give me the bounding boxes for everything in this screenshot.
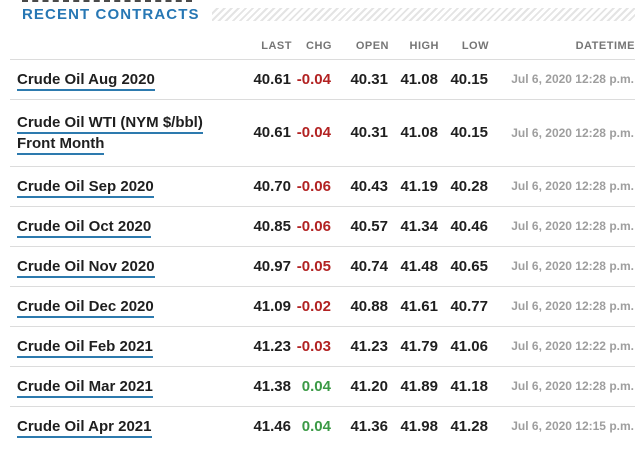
module-header: RECENT CONTRACTS <box>10 4 635 25</box>
high-value: 41.08 <box>400 70 438 88</box>
open-value: 40.31 <box>332 98 389 166</box>
chg-value: -0.03 <box>292 325 332 366</box>
last-value: 40.70 <box>240 165 292 206</box>
hatch-divider <box>211 8 635 21</box>
last-value: 41.38 <box>240 365 292 406</box>
low-value: 40.65 <box>439 245 489 286</box>
last-value: 41.09 <box>240 285 292 326</box>
open-value: 41.23 <box>332 325 389 366</box>
table-row: Crude Oil WTI (NYM $/bbl) Front Month 40… <box>10 98 635 166</box>
recent-contracts-module: RECENT CONTRACTS LAST CHG OPEN HIGH LOW … <box>10 4 635 446</box>
datetime-value: Jul 6, 2020 12:28 p.m. <box>489 285 635 326</box>
chg-value: -0.04 <box>292 98 332 166</box>
low-value: 40.28 <box>439 165 489 206</box>
high-value: 41.08 <box>389 98 439 166</box>
col-header-last: LAST <box>240 25 292 60</box>
open-value: 40.57 <box>332 205 389 246</box>
low-value: 40.15 <box>439 98 489 166</box>
chg-value: 0.04 <box>292 365 332 406</box>
datetime-value: Jul 6, 2020 12:15 p.m. <box>489 405 635 446</box>
datetime-value: Jul 6, 2020 12:28 p.m. <box>489 205 635 246</box>
col-header-chg: CHG <box>292 25 332 60</box>
chg-value: -0.02 <box>292 285 332 326</box>
contract-link[interactable]: Crude Oil Mar 2021 <box>17 377 153 398</box>
datetime-value: Jul 6, 2020 12:28 p.m. <box>511 72 634 86</box>
high-value: 41.48 <box>389 245 439 286</box>
table-row: Crude Oil Dec 2020 41.09 -0.02 40.88 41.… <box>10 285 635 326</box>
low-value: 40.15 <box>450 70 488 88</box>
last-value: 40.61 <box>240 98 292 166</box>
column-header-row: LAST CHG OPEN HIGH LOW DATETIME <box>10 25 635 60</box>
high-value: 41.89 <box>389 365 439 406</box>
table-row: Crude Oil Sep 2020 40.70 -0.06 40.43 41.… <box>10 165 635 206</box>
contract-link[interactable]: Crude Oil Apr 2021 <box>17 417 152 438</box>
col-header-open: OPEN <box>332 25 389 60</box>
low-value: 40.46 <box>439 205 489 246</box>
low-value: 40.77 <box>439 285 489 326</box>
open-value: 40.31 <box>350 70 388 88</box>
table-row: Crude Oil Feb 2021 41.23 -0.03 41.23 41.… <box>10 325 635 366</box>
contract-link[interactable]: Crude Oil Aug 2020 <box>17 70 155 91</box>
low-value: 41.18 <box>439 365 489 406</box>
contract-link[interactable]: Crude Oil Sep 2020 <box>17 177 154 198</box>
datetime-value: Jul 6, 2020 12:22 p.m. <box>489 325 635 366</box>
high-value: 41.98 <box>389 405 439 446</box>
contract-link[interactable]: Crude Oil Dec 2020 <box>17 297 154 318</box>
open-value: 40.88 <box>332 285 389 326</box>
last-value: 41.46 <box>240 405 292 446</box>
high-value: 41.34 <box>389 205 439 246</box>
table-row: Crude Oil Nov 2020 40.97 -0.05 40.74 41.… <box>10 245 635 286</box>
open-value: 40.43 <box>332 165 389 206</box>
datetime-value: Jul 6, 2020 12:28 p.m. <box>489 245 635 286</box>
high-value: 41.19 <box>389 165 439 206</box>
high-value: 41.61 <box>389 285 439 326</box>
chg-value: -0.06 <box>292 165 332 206</box>
datetime-value: Jul 6, 2020 12:28 p.m. <box>489 98 635 166</box>
high-value: 41.79 <box>389 325 439 366</box>
datetime-value: Jul 6, 2020 12:28 p.m. <box>489 165 635 206</box>
low-value: 41.28 <box>439 405 489 446</box>
low-value: 41.06 <box>439 325 489 366</box>
table-row: Crude Oil Oct 2020 40.85 -0.06 40.57 41.… <box>10 205 635 246</box>
col-header-datetime: DATETIME <box>489 25 635 60</box>
contract-link[interactable]: Crude Oil Feb 2021 <box>17 337 153 358</box>
contracts-table: LAST CHG OPEN HIGH LOW DATETIME Crude Oi… <box>10 25 635 446</box>
open-value: 41.20 <box>332 365 389 406</box>
table-row: Crude Oil Apr 2021 41.46 0.04 41.36 41.9… <box>10 405 635 446</box>
chg-value: -0.06 <box>292 205 332 246</box>
table-row: Crude Oil Mar 2021 41.38 0.04 41.20 41.8… <box>10 365 635 406</box>
contract-link[interactable]: Crude Oil Oct 2020 <box>17 217 152 238</box>
contract-link[interactable]: Crude Oil WTI (NYM $/bbl) Front Month <box>17 113 203 155</box>
col-header-high: HIGH <box>389 25 439 60</box>
last-value: 41.23 <box>240 325 292 366</box>
chg-value: -0.04 <box>296 70 331 88</box>
datetime-value: Jul 6, 2020 12:28 p.m. <box>489 365 635 406</box>
open-value: 41.36 <box>332 405 389 446</box>
module-title: RECENT CONTRACTS <box>22 6 200 23</box>
contract-link[interactable]: Crude Oil Nov 2020 <box>17 257 155 278</box>
open-value: 40.74 <box>332 245 389 286</box>
table-row: Crude Oil Aug 2020 40.61 -0.04 40.31 41.… <box>10 59 635 99</box>
cropped-content-artifact <box>22 0 192 2</box>
col-header-name <box>10 25 240 60</box>
last-value: 40.85 <box>240 205 292 246</box>
chg-value: -0.05 <box>292 245 332 286</box>
last-value: 40.61 <box>253 70 291 88</box>
col-header-low: LOW <box>439 25 489 60</box>
last-value: 40.97 <box>240 245 292 286</box>
chg-value: 0.04 <box>292 405 332 446</box>
